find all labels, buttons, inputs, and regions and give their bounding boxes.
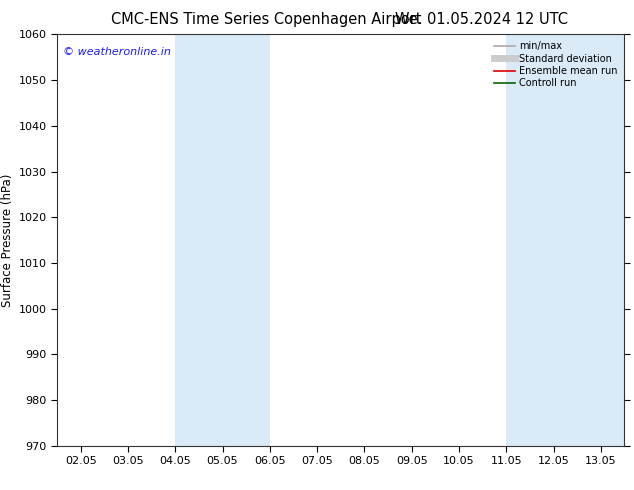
Y-axis label: Surface Pressure (hPa): Surface Pressure (hPa) xyxy=(1,173,15,307)
Bar xyxy=(507,34,624,446)
Text: © weatheronline.in: © weatheronline.in xyxy=(63,47,171,57)
Bar xyxy=(175,34,270,446)
Text: CMC-ENS Time Series Copenhagen Airport: CMC-ENS Time Series Copenhagen Airport xyxy=(111,12,422,27)
Legend: min/max, Standard deviation, Ensemble mean run, Controll run: min/max, Standard deviation, Ensemble me… xyxy=(492,39,619,90)
Text: We. 01.05.2024 12 UTC: We. 01.05.2024 12 UTC xyxy=(396,12,568,27)
